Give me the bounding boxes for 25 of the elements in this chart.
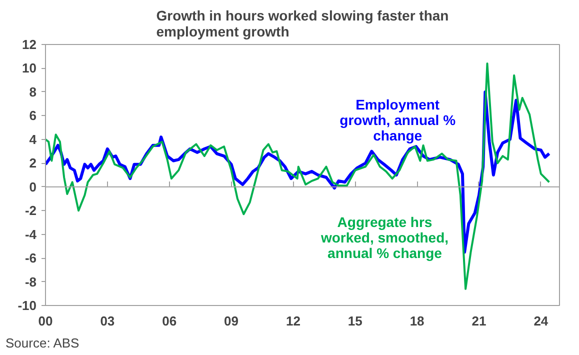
y-tick-label: -6 bbox=[24, 250, 37, 266]
x-tick-label: 00 bbox=[38, 314, 53, 328]
series-label: Aggregate hrs worked, smoothed, annual % change bbox=[320, 214, 449, 261]
x-tick-label: 09 bbox=[224, 314, 239, 328]
x-tick-label: 21 bbox=[472, 314, 486, 328]
y-tick-label: 0 bbox=[29, 179, 37, 194]
x-tick-label: 12 bbox=[286, 314, 300, 328]
x-tick-label: 06 bbox=[162, 314, 177, 328]
source-note: Source: ABS bbox=[6, 336, 80, 350]
y-tick-label: 6 bbox=[29, 108, 37, 124]
x-tick-label: 03 bbox=[100, 314, 115, 328]
x-tick-label: 24 bbox=[534, 314, 549, 328]
y-tick-label: -4 bbox=[24, 226, 38, 242]
series-label: Employment growth, annual % change bbox=[340, 96, 456, 144]
y-tick-label: -2 bbox=[24, 203, 37, 218]
y-tick-label: 10 bbox=[22, 60, 37, 76]
y-tick-label: 12 bbox=[22, 37, 37, 52]
x-tick-label: 15 bbox=[348, 314, 362, 328]
y-tick-label: 4 bbox=[29, 132, 38, 147]
y-tick-label: -8 bbox=[24, 274, 37, 290]
x-tick-label: 18 bbox=[410, 314, 424, 328]
chart-title: Growth in hours worked slowing faster than employment growth bbox=[156, 8, 449, 40]
y-tick-label: 8 bbox=[29, 84, 37, 100]
y-tick-label: -10 bbox=[18, 298, 37, 313]
y-tick-label: 2 bbox=[29, 156, 37, 171]
